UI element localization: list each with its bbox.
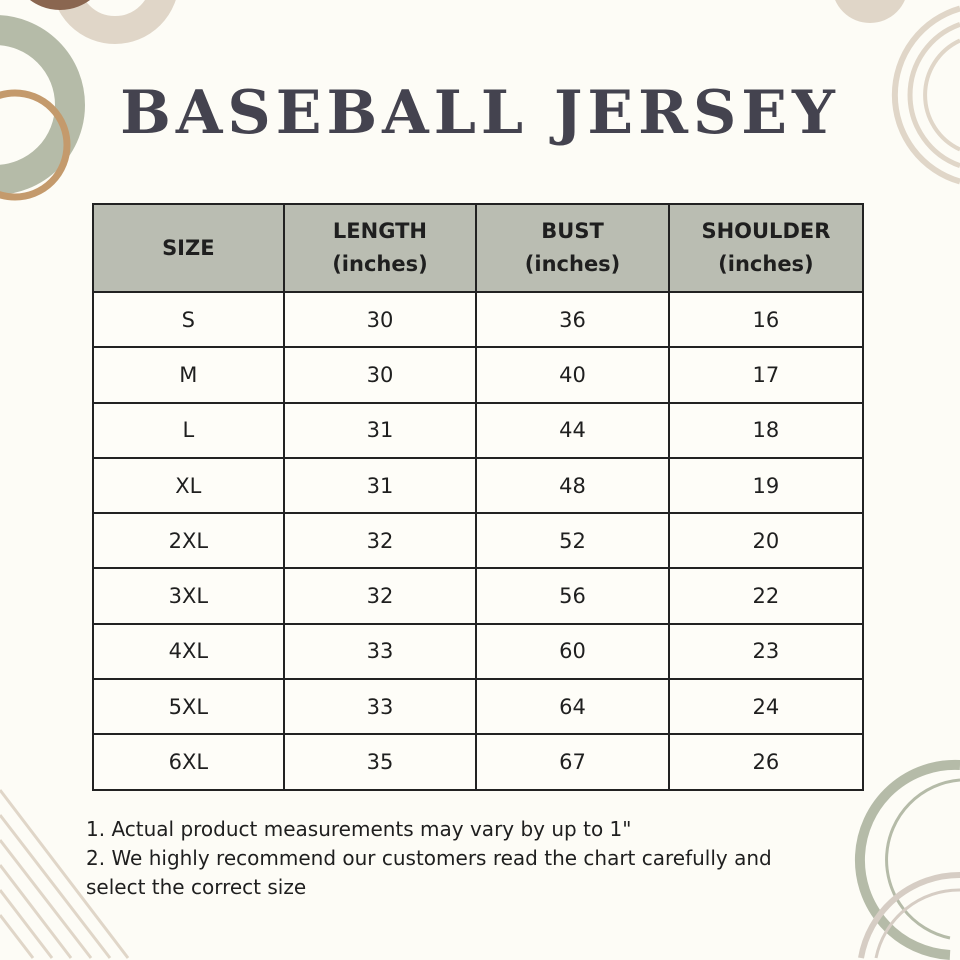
table-cell: 35 bbox=[282, 733, 478, 791]
table-cell: 30 bbox=[282, 346, 478, 404]
table-cell: 64 bbox=[475, 678, 670, 736]
table-cell: 52 bbox=[475, 512, 670, 570]
table-cell: 30 bbox=[282, 290, 478, 349]
table-cell: 2XL bbox=[92, 512, 285, 570]
table-cell: 6XL bbox=[92, 733, 285, 791]
table-row: 5XL 33 64 24 bbox=[92, 678, 865, 736]
column-header: BUST (inches) bbox=[475, 203, 670, 293]
table-cell: 33 bbox=[282, 678, 478, 736]
table-cell: 44 bbox=[475, 401, 670, 459]
page-title: BASEBALL JERSEY bbox=[120, 78, 840, 148]
table-cell: 33 bbox=[282, 622, 478, 681]
table-row: 6XL 35 67 26 bbox=[92, 733, 865, 791]
table-row: 3XL 32 56 22 bbox=[92, 567, 865, 625]
size-chart-table: SIZE LENGTH (inches) BUST (inches) SHOULDER (i… bbox=[92, 203, 865, 791]
table-cell: 20 bbox=[667, 512, 865, 570]
table-row: XL 31 48 19 bbox=[92, 456, 865, 515]
notes: 1. Actual product measurements may vary … bbox=[86, 815, 772, 902]
column-header-line: LENGTH bbox=[332, 219, 427, 243]
table-cell: 4XL bbox=[92, 622, 285, 681]
table-cell: S bbox=[92, 290, 285, 349]
table-cell: 31 bbox=[282, 401, 478, 459]
table-cell: 3XL bbox=[92, 567, 285, 625]
table-cell: 22 bbox=[667, 567, 865, 625]
table-cell: M bbox=[92, 346, 285, 404]
table-cell: 40 bbox=[475, 346, 670, 404]
table-cell: 48 bbox=[475, 456, 670, 515]
table-cell: 17 bbox=[667, 346, 865, 404]
column-header-line: (inches) bbox=[718, 252, 814, 276]
table-row: 2XL 32 52 20 bbox=[92, 512, 865, 570]
table-cell: 56 bbox=[475, 567, 670, 625]
table-cell: 31 bbox=[282, 456, 478, 515]
column-header: LENGTH (inches) bbox=[282, 203, 478, 293]
table-cell: 32 bbox=[282, 512, 478, 570]
column-header: SIZE bbox=[92, 203, 285, 293]
table-cell: 5XL bbox=[92, 678, 285, 736]
table-header-row: SIZE LENGTH (inches) BUST (inches) SHOULDER (i… bbox=[92, 203, 865, 293]
column-header: SHOULDER (inches) bbox=[667, 203, 865, 293]
table-row: L 31 44 18 bbox=[92, 401, 865, 459]
table-cell: 67 bbox=[475, 733, 670, 791]
table-cell: 32 bbox=[282, 567, 478, 625]
column-header-line: (inches) bbox=[332, 252, 428, 276]
table-row: 4XL 33 60 23 bbox=[92, 622, 865, 681]
table-row: S 30 36 16 bbox=[92, 290, 865, 349]
note-2-continued: select the correct size bbox=[86, 875, 307, 899]
table-cell: L bbox=[92, 401, 285, 459]
table-cell: 19 bbox=[667, 456, 865, 515]
table-cell: XL bbox=[92, 456, 285, 515]
table-cell: 26 bbox=[667, 733, 865, 791]
table-cell: 23 bbox=[667, 622, 865, 681]
table-cell: 16 bbox=[667, 290, 865, 349]
note-2: 2. We highly recommend our customers rea… bbox=[86, 846, 772, 870]
column-header-line: (inches) bbox=[524, 252, 621, 276]
column-header-line: SIZE bbox=[162, 235, 215, 260]
column-header-line: BUST bbox=[541, 219, 604, 243]
table-cell: 24 bbox=[667, 678, 865, 736]
note-1: 1. Actual product measurements may vary … bbox=[86, 817, 632, 841]
table-cell: 60 bbox=[475, 622, 670, 681]
table-row: M 30 40 17 bbox=[92, 346, 865, 404]
table-cell: 36 bbox=[475, 290, 670, 349]
table-cell: 18 bbox=[667, 401, 865, 459]
column-header-line: SHOULDER bbox=[701, 219, 831, 243]
